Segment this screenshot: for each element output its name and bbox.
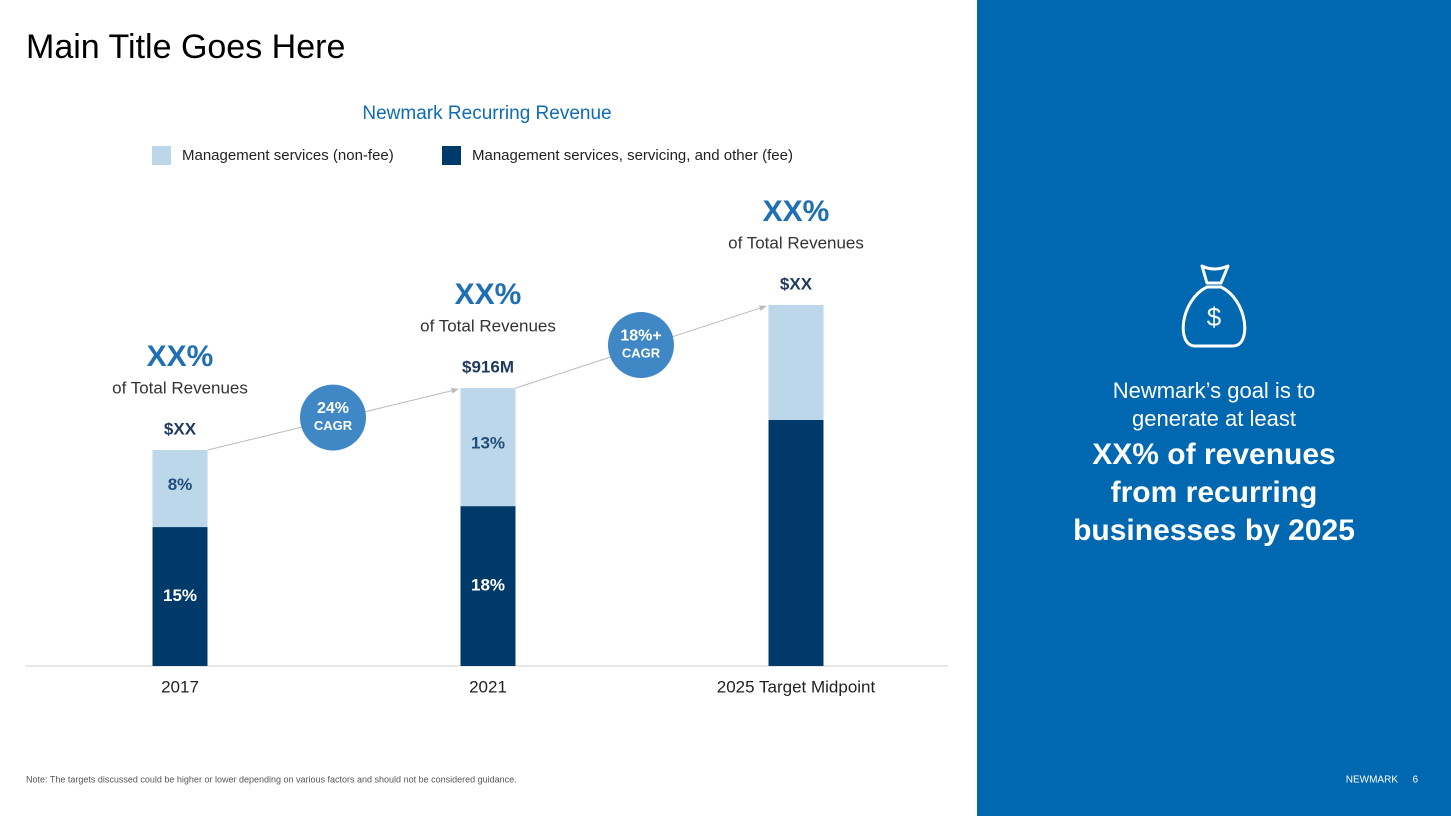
page-number: 6: [1412, 775, 1418, 786]
segment-label: 8%: [168, 475, 193, 494]
cagr-bubble: [300, 384, 366, 451]
segment-label: 18%: [471, 576, 505, 595]
side-intro: Newmark’s goal is to: [1113, 378, 1316, 403]
x-tick-label: 2021: [469, 677, 507, 696]
legend-label: Management services, servicing, and othe…: [472, 147, 793, 164]
share-label: XX%: [455, 278, 522, 311]
total-label: $XX: [780, 274, 813, 293]
segment-label: 15%: [163, 586, 197, 605]
slide-title: Main Title Goes Here: [26, 28, 345, 66]
total-label: $916M: [462, 358, 514, 377]
bar-segment: [768, 419, 824, 666]
money-bag-icon: $: [1181, 264, 1247, 348]
bar-segment: [460, 506, 516, 666]
side-intro: generate at least: [1132, 406, 1296, 431]
share-label: XX%: [763, 195, 830, 228]
side-panel: [977, 0, 1451, 816]
legend-label: Management services (non-fee): [182, 147, 394, 164]
share-label: XX%: [147, 340, 214, 373]
legend-swatch: [152, 146, 171, 165]
side-highlight: businesses by 2025: [1073, 514, 1355, 547]
share-caption: of Total Revenues: [728, 233, 864, 252]
bar-segment: [460, 388, 516, 507]
bar-segment: [152, 527, 208, 666]
x-tick-label: 2017: [161, 677, 199, 696]
cagr-rate: 24%: [317, 400, 349, 417]
bar-segment: [152, 450, 208, 528]
footer-brand: NEWMARK: [1346, 775, 1399, 786]
bar-segment: [768, 305, 824, 420]
share-caption: of Total Revenues: [420, 317, 556, 336]
side-highlight: from recurring: [1111, 476, 1318, 509]
chart-title: Newmark Recurring Revenue: [362, 103, 611, 124]
side-highlight: XX% of revenues: [1092, 438, 1335, 471]
dollar-sign: $: [1207, 302, 1222, 332]
cagr-text: CAGR: [314, 418, 353, 433]
cagr-rate: 18%+: [620, 327, 661, 344]
segment-label: 13%: [471, 434, 505, 453]
total-label: $XX: [164, 419, 197, 438]
share-caption: of Total Revenues: [112, 378, 248, 397]
footnote: Note: The targets discussed could be hig…: [26, 774, 517, 784]
cagr-bubble: [608, 312, 674, 379]
x-tick-label: 2025 Target Midpoint: [717, 677, 876, 696]
cagr-text: CAGR: [622, 345, 661, 360]
legend-swatch: [442, 146, 461, 165]
